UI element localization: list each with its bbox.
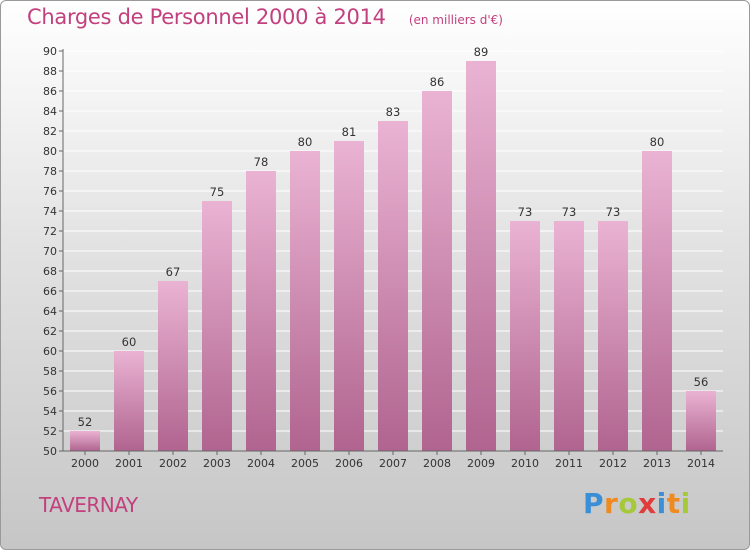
bars-layer: 52 60 67 75 78 80 81 83 86 89 73 73 73 80 56 bbox=[70, 45, 716, 451]
bar bbox=[290, 151, 320, 451]
bar bbox=[202, 201, 232, 451]
brand-logo: Proxiti bbox=[583, 487, 691, 520]
bar-value-label: 83 bbox=[386, 105, 401, 119]
title-row: Charges de Personnel 2000 à 2014 (en mil… bbox=[27, 5, 503, 29]
brand-letter: i bbox=[680, 487, 691, 520]
bar bbox=[70, 431, 100, 451]
bar-value-label: 81 bbox=[342, 125, 357, 139]
bar-value-label: 86 bbox=[430, 75, 445, 89]
y-tick-label: 66 bbox=[43, 285, 57, 298]
commune-name: TAVERNAY bbox=[39, 493, 138, 517]
x-tick-label: 2009 bbox=[467, 457, 495, 470]
bar-value-label: 60 bbox=[122, 335, 137, 349]
y-tick-label: 80 bbox=[43, 145, 57, 158]
y-tick-label: 86 bbox=[43, 85, 57, 98]
bar-value-label: 73 bbox=[606, 205, 621, 219]
chart-subtitle: (en milliers d'€) bbox=[408, 13, 503, 27]
y-tick-label: 90 bbox=[43, 45, 57, 58]
bar bbox=[246, 171, 276, 451]
x-tick-label: 2014 bbox=[687, 457, 715, 470]
bar-value-label: 73 bbox=[518, 205, 533, 219]
y-tick-label: 88 bbox=[43, 65, 57, 78]
x-tick-label: 2011 bbox=[555, 457, 583, 470]
bar bbox=[422, 91, 452, 451]
bar-value-label: 89 bbox=[474, 45, 489, 59]
x-tick-label: 2004 bbox=[247, 457, 275, 470]
x-tick-label: 2012 bbox=[599, 457, 627, 470]
y-tick-label: 84 bbox=[43, 105, 57, 118]
y-tick-label: 78 bbox=[43, 165, 57, 178]
x-tick-label: 2003 bbox=[203, 457, 231, 470]
bar bbox=[510, 221, 540, 451]
bar bbox=[158, 281, 188, 451]
bar bbox=[554, 221, 584, 451]
y-tick-label: 58 bbox=[43, 365, 57, 378]
y-tick-label: 68 bbox=[43, 265, 57, 278]
bar-value-label: 73 bbox=[562, 205, 577, 219]
y-tick-label: 60 bbox=[43, 345, 57, 358]
bar bbox=[378, 121, 408, 451]
bar bbox=[334, 141, 364, 451]
bar bbox=[642, 151, 672, 451]
x-tick-label: 2005 bbox=[291, 457, 319, 470]
bar bbox=[114, 351, 144, 451]
y-tick-label: 52 bbox=[43, 425, 57, 438]
y-tick-label: 74 bbox=[43, 205, 57, 218]
y-tick-label: 62 bbox=[43, 325, 57, 338]
bar-value-label: 75 bbox=[210, 185, 225, 199]
x-tick-label: 2010 bbox=[511, 457, 539, 470]
bar-value-label: 80 bbox=[298, 135, 313, 149]
x-tick-label: 2006 bbox=[335, 457, 363, 470]
x-tick-label: 2001 bbox=[115, 457, 143, 470]
y-tick-label: 72 bbox=[43, 225, 57, 238]
chart-title: Charges de Personnel 2000 à 2014 bbox=[27, 5, 386, 29]
bar bbox=[686, 391, 716, 451]
x-tick-label: 2007 bbox=[379, 457, 407, 470]
x-tick-label: 2013 bbox=[643, 457, 671, 470]
x-tick-label: 2000 bbox=[71, 457, 99, 470]
brand-letter: i bbox=[656, 487, 667, 520]
bar bbox=[598, 221, 628, 451]
bar-value-label: 80 bbox=[650, 135, 665, 149]
brand-letter: x bbox=[638, 487, 657, 520]
axis-layer: 50 52 54 56 58 60 62 64 66 68 70 72 74 76 78 80 82 84 86 88… bbox=[43, 45, 723, 470]
y-tick-label: 64 bbox=[43, 305, 57, 318]
bar-value-label: 56 bbox=[694, 375, 709, 389]
y-tick-label: 50 bbox=[43, 445, 57, 458]
y-tick-label: 56 bbox=[43, 385, 57, 398]
brand-letter: r bbox=[604, 487, 619, 520]
y-tick-label: 54 bbox=[43, 405, 57, 418]
brand-letter: o bbox=[618, 487, 639, 520]
bar-value-label: 67 bbox=[166, 265, 181, 279]
y-tick-label: 82 bbox=[43, 125, 57, 138]
x-tick-label: 2008 bbox=[423, 457, 451, 470]
bar bbox=[466, 61, 496, 451]
brand-letter: P bbox=[583, 487, 605, 520]
bar-value-label: 78 bbox=[254, 155, 269, 169]
y-tick-label: 76 bbox=[43, 185, 57, 198]
x-tick-label: 2002 bbox=[159, 457, 187, 470]
y-tick-label: 70 bbox=[43, 245, 57, 258]
bar-value-label: 52 bbox=[78, 415, 93, 429]
brand-letter: t bbox=[666, 487, 681, 520]
